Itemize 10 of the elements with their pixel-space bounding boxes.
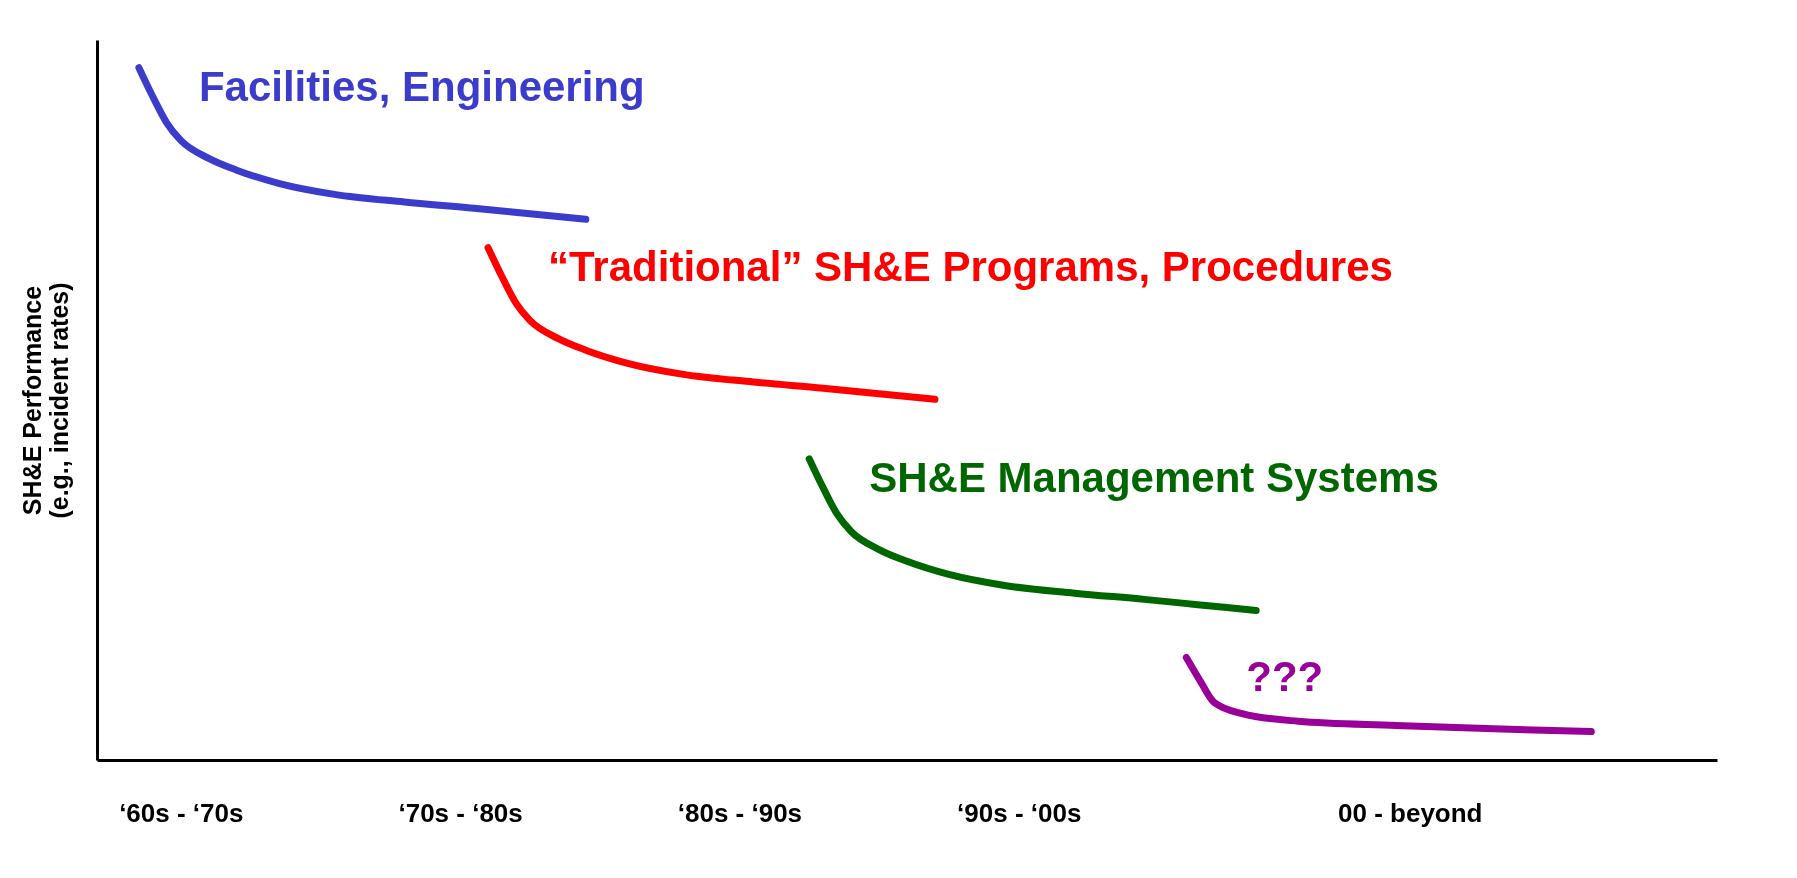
x-tick-label: 00 - beyond [1338,797,1483,828]
series-label: Facilities, Engineering [198,62,645,110]
x-tick-label: ‘70s - ‘80s [398,797,523,828]
series-label: “Traditional” SH&E Programs, Procedures [548,242,1393,290]
series-label: ??? [1246,652,1324,700]
x-tick-label: ‘90s - ‘00s [957,797,1082,828]
y-axis-title: SH&E Performance (e.g., incident rates) [17,282,73,519]
x-tick-label: ‘80s - ‘90s [677,797,803,828]
x-tick-label: ‘60s - ‘70s [119,797,244,828]
series-label: SH&E Management Systems [869,453,1439,501]
